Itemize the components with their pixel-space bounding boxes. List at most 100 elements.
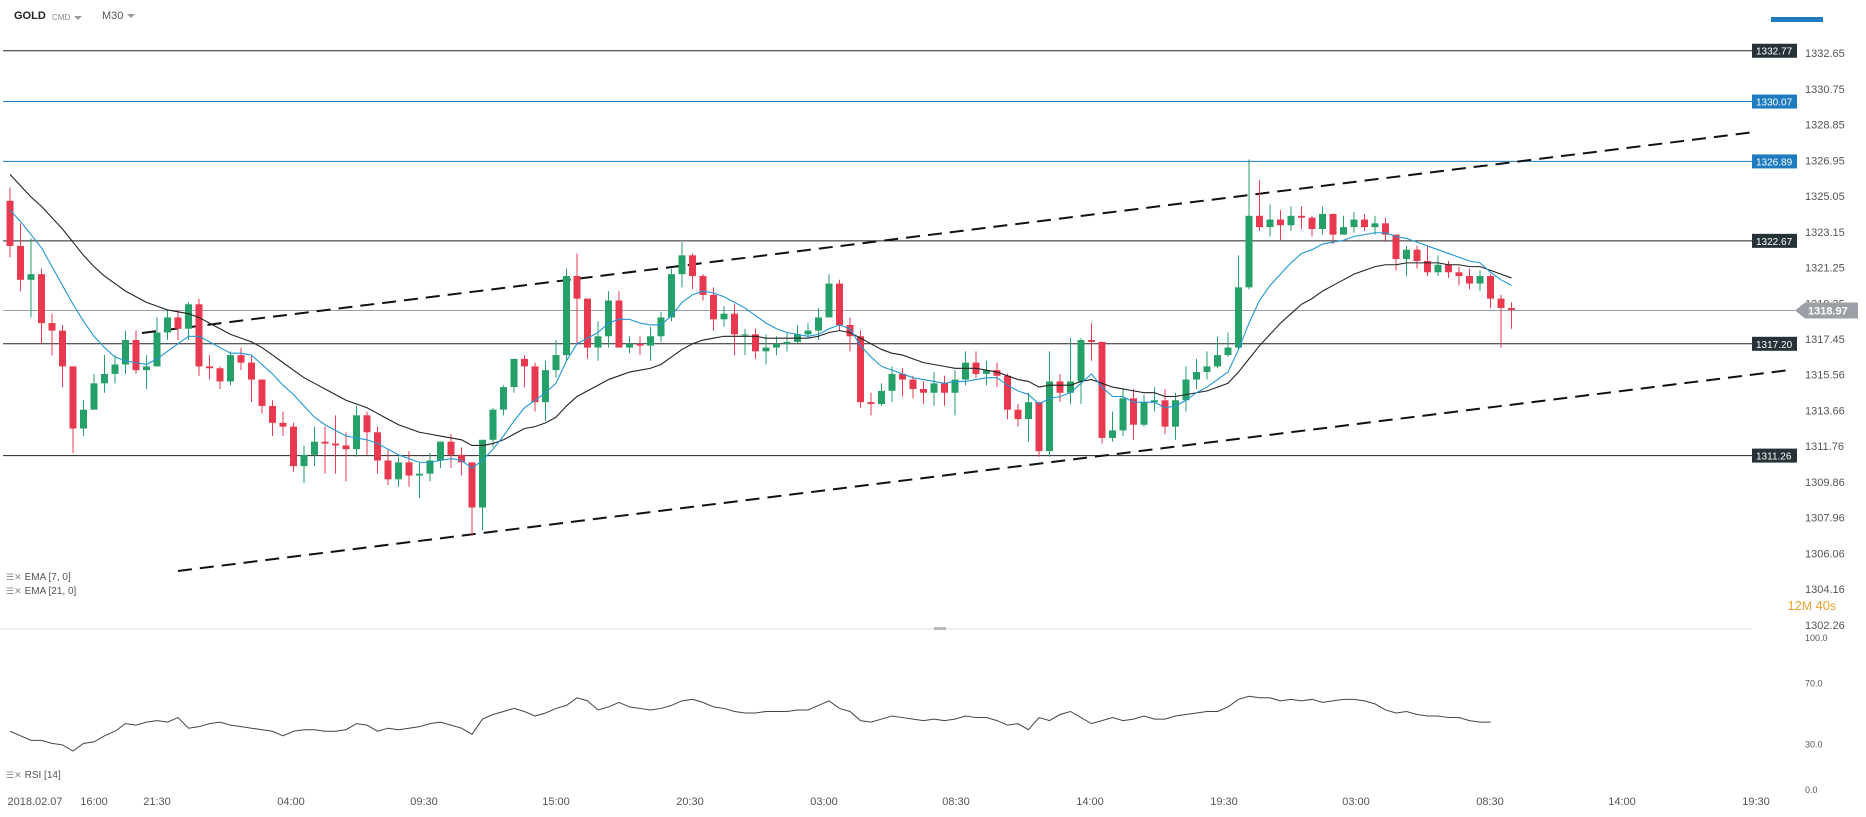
bear-candle bbox=[59, 330, 66, 367]
bear-candle bbox=[1004, 375, 1011, 410]
bull-candle bbox=[353, 415, 360, 450]
bull-candle bbox=[143, 366, 150, 371]
bear-candle bbox=[1508, 308, 1515, 310]
level-label-bg bbox=[1752, 94, 1797, 109]
bull-candle bbox=[90, 383, 98, 410]
y-tick-label: 1330.75 bbox=[1805, 84, 1845, 96]
bull-candle bbox=[500, 387, 507, 410]
y-tick-label: 1302.26 bbox=[1805, 620, 1845, 632]
bull-candle bbox=[983, 370, 990, 374]
bull-candle bbox=[773, 343, 780, 348]
bull-candle bbox=[510, 358, 518, 388]
bear-candle bbox=[290, 426, 297, 467]
settings-close-icon[interactable]: ☰✕ bbox=[6, 572, 22, 582]
y-tick-label: 1307.96 bbox=[1805, 513, 1845, 525]
bull-candle bbox=[783, 341, 791, 344]
x-tick-label: 14:00 bbox=[1076, 796, 1104, 808]
bear-candle bbox=[1161, 400, 1169, 427]
bull-candle bbox=[825, 283, 833, 318]
indicator-ema7[interactable]: ☰✕ EMA [7, 0] bbox=[6, 572, 71, 583]
bull-candle bbox=[962, 362, 969, 380]
bear-candle bbox=[1413, 249, 1421, 261]
bull-candle bbox=[27, 274, 35, 280]
bear-candle bbox=[248, 362, 255, 380]
bull-candle bbox=[489, 409, 497, 440]
x-tick-label: 04:00 bbox=[277, 796, 305, 808]
bear-candle bbox=[447, 441, 455, 455]
bear-candle bbox=[374, 432, 381, 461]
bear-candle bbox=[269, 405, 276, 423]
x-tick-label: 14:00 bbox=[1608, 796, 1636, 808]
symbol-type-dropdown[interactable]: CMD bbox=[52, 13, 83, 22]
rsi-line bbox=[9, 695, 1491, 752]
bull-candle bbox=[878, 390, 885, 405]
toolbar-indicator-bar[interactable] bbox=[1771, 17, 1823, 22]
timeframe-dropdown[interactable]: M30 bbox=[102, 10, 136, 22]
x-tick-label: 08:30 bbox=[942, 796, 970, 808]
rsi-tick-label: 30.0 bbox=[1805, 739, 1823, 749]
bear-candle bbox=[846, 324, 854, 337]
bear-candle bbox=[1298, 215, 1305, 218]
bull-candle bbox=[930, 383, 938, 393]
indicator-rsi-label: RSI [14] bbox=[24, 770, 61, 781]
bull-candle bbox=[1224, 347, 1232, 356]
bear-candle bbox=[710, 294, 717, 320]
bull-candle bbox=[1077, 340, 1085, 382]
symbol-label[interactable]: GOLD bbox=[14, 10, 46, 22]
bull-candle bbox=[1140, 402, 1148, 425]
x-tick-label: 19:30 bbox=[1742, 796, 1770, 808]
bull-candle bbox=[426, 460, 434, 474]
bear-candle bbox=[384, 460, 392, 480]
level-label-bg bbox=[1752, 154, 1797, 169]
bear-candle bbox=[1361, 219, 1368, 228]
bear-candle bbox=[405, 462, 413, 476]
bull-candle bbox=[741, 334, 749, 336]
level-label: 1332.77 bbox=[1756, 47, 1793, 58]
bull-candle bbox=[542, 370, 549, 403]
bear-candle bbox=[941, 383, 948, 393]
rsi-tick-label: 100.0 bbox=[1805, 633, 1828, 643]
bull-candle bbox=[164, 317, 171, 333]
rsi-tick-label: 70.0 bbox=[1805, 679, 1823, 689]
level-label-bg bbox=[1752, 336, 1797, 351]
y-tick-label: 1325.05 bbox=[1805, 191, 1845, 203]
x-tick-label: 15:00 bbox=[542, 796, 570, 808]
ema7-line bbox=[9, 209, 1512, 469]
y-tick-label: 1306.06 bbox=[1805, 548, 1845, 560]
y-tick-label: 1323.15 bbox=[1805, 227, 1845, 239]
bull-candle bbox=[111, 364, 119, 374]
bull-candle bbox=[80, 409, 87, 429]
bear-candle bbox=[1256, 215, 1263, 228]
bear-candle bbox=[1445, 264, 1452, 273]
level-label: 1330.07 bbox=[1756, 98, 1793, 109]
bull-candle bbox=[1319, 213, 1326, 229]
settings-close-icon[interactable]: ☰✕ bbox=[6, 586, 22, 596]
bear-candle bbox=[920, 388, 927, 393]
bear-candle bbox=[1497, 298, 1505, 309]
bull-candle bbox=[815, 317, 822, 331]
indicator-ema21[interactable]: ☰✕ EMA [21, 0] bbox=[6, 586, 76, 597]
countdown-minutes: 12 bbox=[1787, 598, 1802, 613]
bull-candle bbox=[1119, 398, 1127, 431]
bull-candle bbox=[185, 304, 192, 329]
x-tick-label: 03:00 bbox=[810, 796, 838, 808]
bear-candle bbox=[867, 402, 875, 405]
indicator-rsi[interactable]: ☰✕ RSI [14] bbox=[6, 770, 61, 781]
x-tick-label: 19:30 bbox=[1210, 796, 1238, 808]
x-tick-label: 2018.02.07 bbox=[7, 796, 62, 808]
bull-candle bbox=[552, 355, 560, 371]
bear-candle bbox=[258, 379, 266, 406]
bull-candle bbox=[227, 355, 234, 382]
bull-candle bbox=[1403, 249, 1410, 260]
bear-candle bbox=[1308, 217, 1316, 229]
settings-close-icon[interactable]: ☰✕ bbox=[6, 770, 22, 780]
bull-candle bbox=[1151, 400, 1158, 403]
y-tick-label: 1321.25 bbox=[1805, 263, 1845, 275]
y-tick-label: 1332.65 bbox=[1805, 48, 1845, 60]
bear-candle bbox=[1035, 402, 1043, 452]
bull-candle bbox=[1182, 379, 1190, 401]
bear-candle bbox=[836, 283, 843, 325]
bull-candle bbox=[594, 336, 602, 348]
bull-candle bbox=[1245, 215, 1253, 288]
